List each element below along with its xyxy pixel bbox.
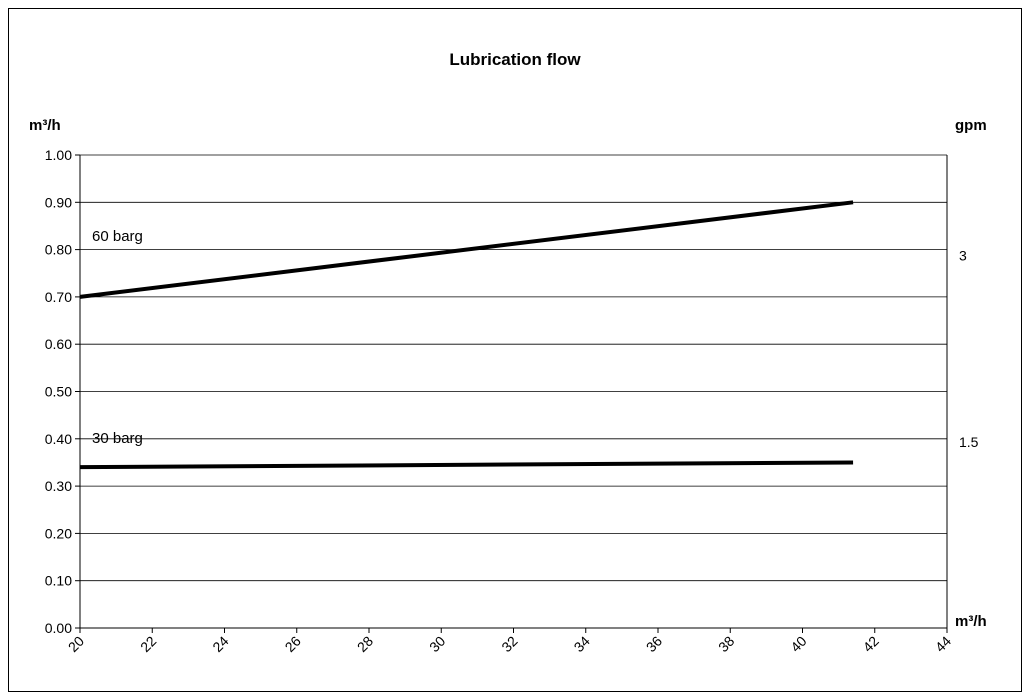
y-tick-label: 0.40 [45,431,72,447]
x-tick-label: 24 [209,633,231,655]
x-tick-label: 32 [498,633,520,655]
series-labels: 60 barg 30 barg [92,228,143,447]
lubrication-flow-chart: Lubrication flow m³/h gpm m³/h 0.000.100… [29,50,987,655]
x-tick-label: 36 [643,633,665,655]
series-line-1 [79,200,854,299]
secondary-y-tick-labels: 31.5 [959,248,979,450]
chart-frame: Lubrication flow m³/h gpm m³/h 0.00 0.10 0… [8,8,1022,692]
series-label-1: 60 barg [92,228,143,245]
y-tick-label: 1.00 [45,147,72,163]
x-axis-unit-label: m³/h [955,613,987,630]
axes [75,154,948,633]
x-tick-label: 34 [571,633,593,655]
x-tick-label: 28 [354,633,376,655]
y-tick-label: 0.70 [45,289,72,305]
x-tick-label: 30 [426,633,448,655]
secondary-y-tick-label: 3 [959,248,967,264]
secondary-y-axis-unit-label: gpm [955,117,987,134]
x-tick-label: 42 [860,633,882,655]
series-lines [79,200,854,470]
y-tick-label: 0.60 [45,336,72,352]
x-tick-label: 38 [715,633,737,655]
x-tick-label: 40 [787,633,809,655]
series-line-2 [79,460,854,470]
y-tick-labels: 0.00 0.10 0.20 0.30 0.40 0.50 0.60 0.70 0.80 0.90… [45,147,72,636]
series-label-2: 30 barg [92,430,143,447]
secondary-y-tick-label: 1.5 [959,434,979,450]
x-tick-label: 26 [282,633,304,655]
x-tick-labels: 20 22 24 26 28 30 32 34 36 38 40 42 44 [65,633,954,655]
y-tick-label: 0.90 [45,194,72,210]
x-tick-label: 20 [65,633,87,655]
x-tick-label: 22 [137,633,159,655]
y-axis-unit-label: m³/h [29,117,61,134]
gridlines [80,154,947,629]
y-tick-label: 0.20 [45,525,72,541]
x-tick-label: 44 [932,633,954,655]
y-tick-label: 0.30 [45,478,72,494]
chart-title: Lubrication flow [449,50,581,69]
y-tick-label: 0.50 [45,384,72,400]
y-tick-label: 0.80 [45,242,72,258]
y-tick-label: 0.00 [45,620,72,636]
y-tick-label: 0.10 [45,573,72,589]
